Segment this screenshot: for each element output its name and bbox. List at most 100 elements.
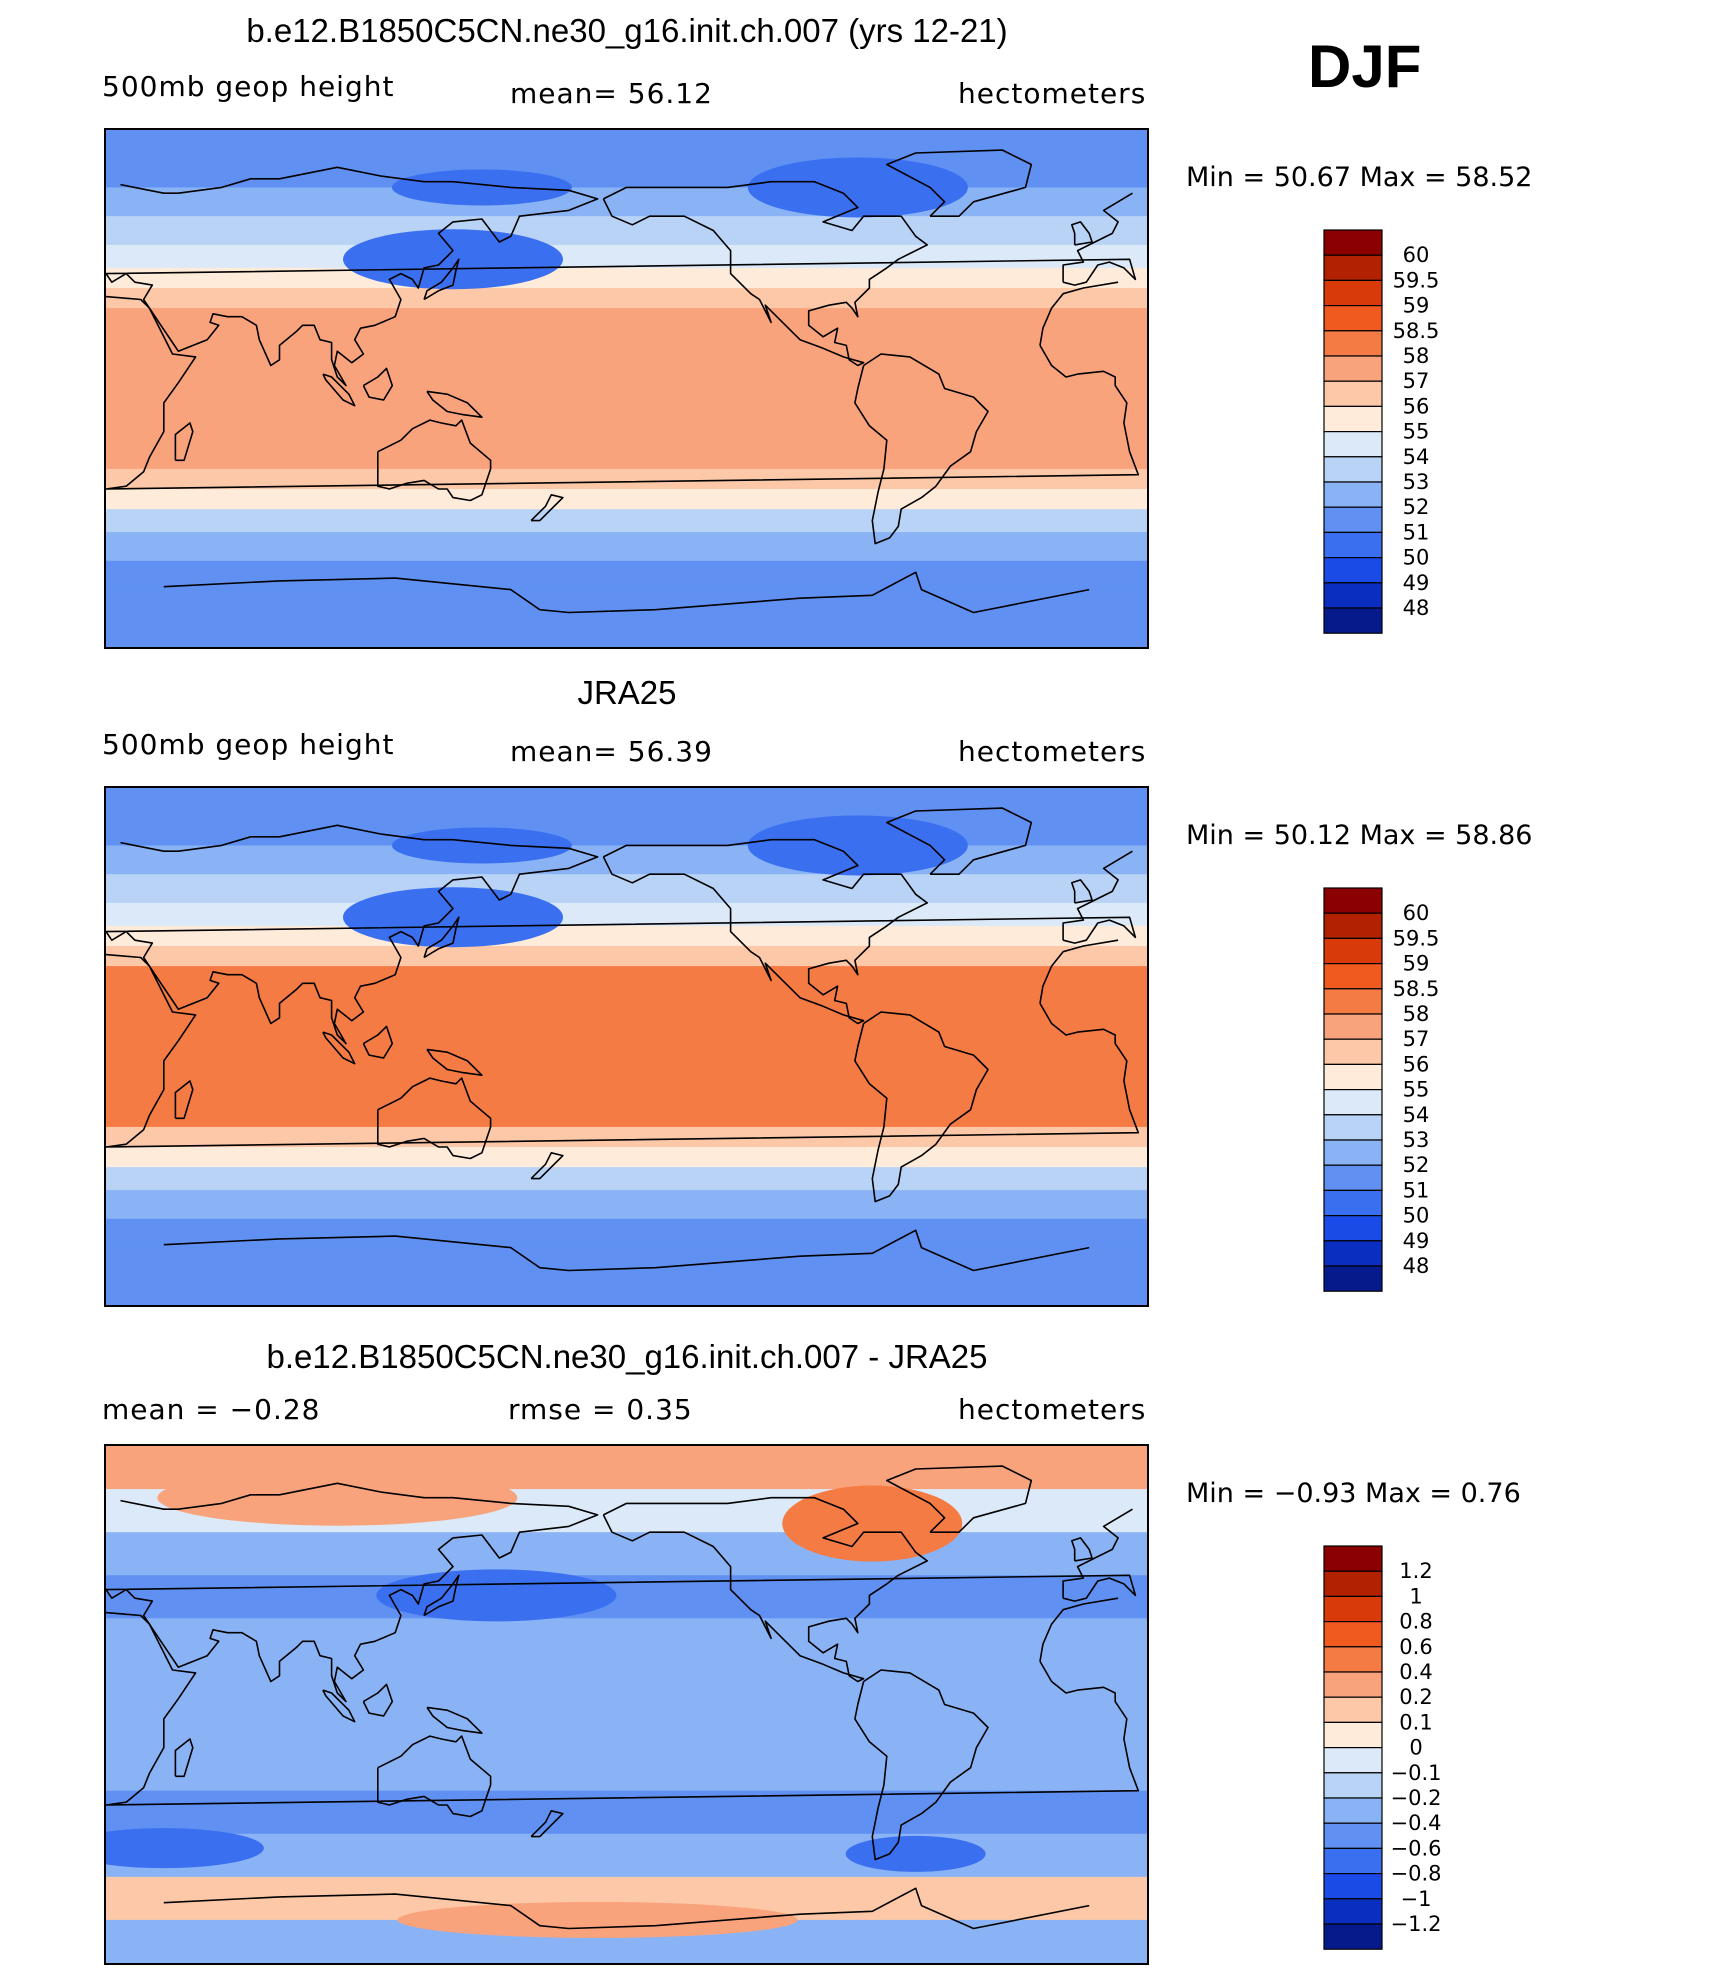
colorbar-swatch [1323,1164,1383,1192]
contour-feature [747,157,968,218]
colorbar-tick-label: 54 [1403,1103,1430,1127]
coastline [322,1689,356,1723]
contour-band [106,1704,1147,1792]
colorbar-tick-label: 53 [1403,1128,1430,1152]
coastline [377,1735,492,1818]
colorbar-swatch [1323,937,1383,965]
coastline [362,1025,394,1059]
colorbar-swatch [1323,912,1383,940]
panel-1-variable-label: 500mb geop height [102,70,395,103]
panel-2-units-label: hectometers [958,735,1147,768]
coastline [426,1706,483,1734]
panel-2-contour-map [106,788,1147,1305]
contour-band [106,560,1147,591]
contour-band [106,902,1147,927]
colorbar-tick-label: 58.5 [1393,977,1440,1001]
coastline [602,1496,928,1683]
contour-feature [782,1485,963,1562]
coastline [602,838,928,1025]
coastline [106,1597,1140,1806]
coastline [602,180,928,367]
colorbar-tick-label: 49 [1403,1229,1430,1253]
colorbar-swatch [1323,355,1383,382]
colorbar-swatch [1323,1215,1383,1242]
colorbar-swatch [1323,1721,1383,1749]
colorbar-tick-label: 48 [1403,1254,1430,1278]
colorbar-tick-label: 60 [1403,901,1430,925]
colorbar-tick-label: −1 [1401,1887,1432,1911]
contour-band [106,287,1147,309]
contour-band [106,1147,1147,1168]
colorbar-tick-label: 55 [1403,420,1430,444]
coastline [163,1887,1090,1930]
colorbar-tick-label: 0.1 [1399,1710,1432,1734]
contour-band [106,1833,1147,1878]
contour-feature [106,1828,264,1869]
coastline [1071,879,1093,904]
colorbar-swatch [1323,988,1383,1015]
colorbar-tick-label: 49 [1403,571,1430,595]
coastline [322,1031,356,1065]
colorbar-swatch [1323,1013,1383,1040]
contour-feature [391,827,572,864]
colorbar-swatch [1323,1114,1383,1141]
colorbar-swatch [1323,1038,1383,1065]
colorbar-tick-label: 50 [1403,546,1430,570]
contour-band [106,187,1147,217]
coastline [886,149,1033,217]
colorbar-swatch [1323,1696,1383,1723]
coastline [423,258,460,301]
colorbar-tick-label: −0.1 [1391,1761,1442,1785]
colorbar-tick-label: 0.4 [1399,1660,1432,1684]
colorbar-tick-label: 1.2 [1399,1559,1432,1583]
coastline [854,353,989,545]
colorbar-swatch [1323,1797,1383,1824]
coastline [377,1077,492,1160]
colorbar-swatch [1323,330,1383,357]
colorbar-swatch [1323,1847,1383,1875]
contour-feature [845,1835,986,1872]
contour-band [106,845,1147,875]
colorbar-tick-label: −0.4 [1391,1811,1442,1835]
panel-3-title: b.e12.B1850C5CN.ne30_g16.init.ch.007 - J… [266,1338,988,1375]
colorbar-swatch [1323,481,1383,508]
coastline [106,824,1137,1045]
colorbar-tick-label: 1 [1409,1584,1422,1608]
colorbar-swatch [1323,557,1383,584]
contour-feature [747,815,968,876]
coastline [322,373,356,407]
coastline [423,1574,460,1617]
contour-band [106,966,1147,1047]
coastline [854,1011,989,1203]
colorbar-swatch [1323,1646,1383,1673]
colorbar-swatch [1323,456,1383,483]
coastline [426,390,483,418]
colorbar-tick-label: 59 [1403,294,1430,318]
coastline [423,916,460,959]
colorbar-tick-label: 56 [1403,1052,1430,1076]
colorbar-swatch [1323,1923,1383,1950]
colorbar-swatch [1323,1747,1383,1774]
contour-band [106,489,1147,510]
colorbar-swatch [1323,1595,1383,1623]
coastline [106,166,1137,387]
coastline [174,422,194,462]
panel-1-units-label: hectometers [958,77,1147,110]
contour-band [106,1167,1147,1191]
panel-3-contour-map [106,1446,1147,1963]
contour-band [106,532,1147,562]
panel-3-min-max: Min = −0.93 Max = 0.76 [1186,1478,1521,1509]
colorbar-swatch [1323,1089,1383,1116]
colorbar-tick-label: 48 [1403,596,1430,620]
colorbar-swatch [1323,531,1383,559]
contour-band [106,945,1147,967]
coastline [886,1465,1033,1533]
colorbar-swatch [1323,304,1383,332]
coastline [163,571,1090,614]
colorbar-swatch [1323,962,1383,990]
colorbar-tick-label: 0 [1409,1736,1422,1760]
coastline [530,1152,564,1180]
coastline [106,939,1140,1148]
coastline [530,1810,564,1838]
contour-band [106,244,1147,269]
